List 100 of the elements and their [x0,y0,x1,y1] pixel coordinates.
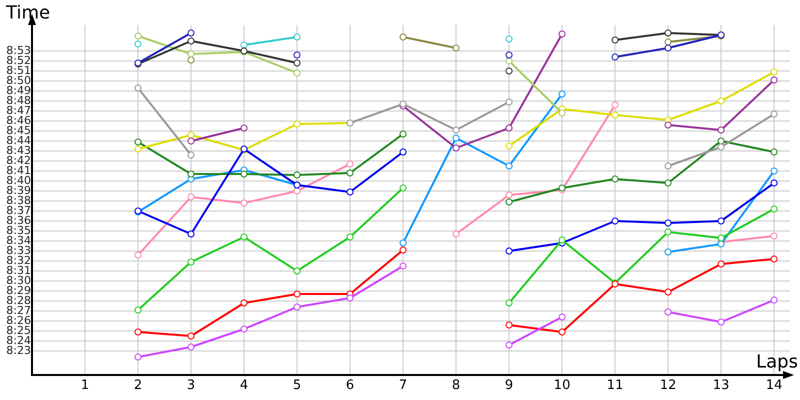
x-tick-label: 6 [346,378,354,394]
point [240,124,248,132]
point [294,268,301,274]
point [346,294,354,302]
x-tick-label: 5 [292,378,302,394]
x-tick-label: 9 [504,378,514,394]
point [452,126,460,134]
y-axis-title: Time [5,2,50,24]
x-tick-label: 10 [554,378,570,394]
point [558,328,566,336]
point [770,232,778,240]
point [506,124,513,132]
point [294,172,301,178]
point [294,120,301,128]
point [188,30,195,36]
point [664,228,672,236]
point [452,44,460,52]
point [240,200,248,206]
point [558,314,566,320]
point [612,112,619,118]
point [294,52,301,58]
point [506,142,513,150]
point [506,192,513,198]
x-tick-label: 7 [398,378,408,394]
point [770,68,778,76]
point [718,144,725,150]
x-tick-label: 1 [80,378,90,394]
point [240,170,248,178]
point [188,332,195,340]
point [294,34,301,40]
point [612,54,619,60]
point [718,260,725,268]
point [770,296,778,304]
x-tick-label: 14 [766,378,782,394]
point [506,198,513,206]
point [770,168,778,174]
point [718,98,725,104]
point [452,134,460,142]
point [506,342,513,348]
point [664,44,672,52]
x-tick-label: 2 [134,378,142,394]
point [770,148,778,156]
point [400,184,407,192]
point [612,36,619,44]
point [452,144,460,152]
x-tick-label: 11 [606,378,624,394]
point [134,328,142,336]
point [612,102,619,108]
point [240,234,248,240]
point [346,160,354,168]
point [718,126,725,134]
point [346,188,354,196]
point [506,248,513,254]
point [718,138,725,144]
point [506,58,513,64]
point [664,308,672,316]
point [400,34,407,40]
x-tick-label: 13 [712,378,730,394]
point [134,354,142,360]
point [134,138,142,146]
point [188,258,195,266]
point [664,30,672,36]
point [506,322,513,328]
point [188,194,195,200]
point [558,236,566,244]
point [770,180,778,186]
x-tick-label: 4 [240,378,248,394]
point [770,256,778,262]
point [346,170,354,176]
point [188,38,195,44]
x-axis-title: Laps [756,352,798,373]
point [452,230,460,238]
x-tick-label: 3 [186,378,196,394]
point [294,304,301,310]
point [294,70,301,76]
point [188,230,195,238]
point [188,50,195,58]
point [188,132,195,138]
point [558,90,566,98]
point [612,176,619,182]
point [664,162,672,170]
point [134,252,142,258]
point [664,288,672,296]
point [558,110,566,116]
point [346,234,354,240]
point [612,218,619,224]
point [134,40,142,48]
point [240,42,248,48]
point [506,52,513,58]
x-tick-label: 12 [660,378,676,394]
point [294,290,301,298]
point [134,32,142,40]
point [294,188,301,194]
point [718,218,725,224]
point [718,234,725,242]
point [664,220,672,226]
point [770,76,778,84]
point [664,180,672,186]
point [770,110,778,118]
point [294,60,301,66]
